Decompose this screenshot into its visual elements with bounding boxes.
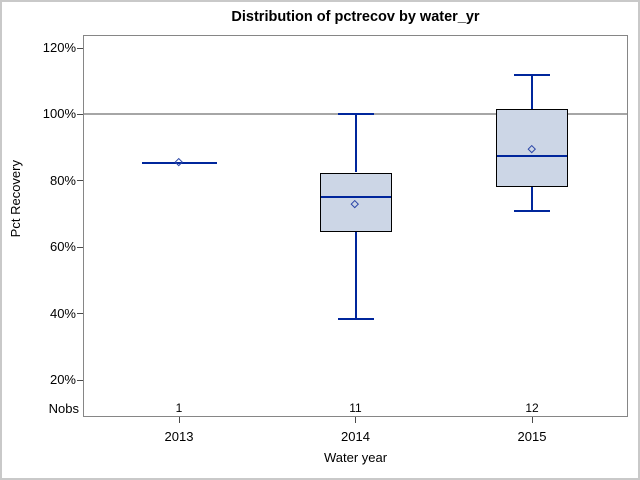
- x-tick-label-2014: 2014: [341, 429, 370, 444]
- y-axis-title: Pct Recovery: [8, 160, 23, 238]
- y-tick: [77, 180, 83, 182]
- nobs-value: 12: [525, 401, 539, 415]
- nobs-value: 11: [349, 401, 362, 415]
- whisker-upper-2014: [354, 114, 357, 173]
- nobs-value: 1: [175, 401, 183, 415]
- whisker-cap-lower-2014: [337, 317, 374, 320]
- mean-diamond-2013: [174, 158, 183, 166]
- y-tick-label: 60%: [49, 239, 76, 255]
- single-value-line-2013: [141, 161, 217, 164]
- median-line-2015: [497, 154, 567, 157]
- x-tick: [355, 417, 356, 423]
- y-tick: [77, 246, 83, 248]
- y-tick-label: 20%: [49, 372, 76, 387]
- y-tick-label: 40%: [49, 305, 76, 321]
- y-tick: [77, 47, 83, 49]
- box-2014: [319, 172, 392, 233]
- nobs-row-label: Nobs: [48, 401, 79, 416]
- y-tick: [77, 313, 83, 315]
- x-axis-title: Water year: [323, 450, 388, 465]
- whisker-lower-2014: [354, 232, 357, 319]
- y-tick-label: 80%: [49, 172, 76, 188]
- x-tick-label-2013: 2013: [164, 429, 194, 444]
- whisker-lower-2015: [531, 187, 533, 211]
- x-tick: [531, 417, 533, 423]
- chart-title: Distribution of pctrecov by water_yr: [231, 9, 480, 25]
- y-tick: [77, 113, 83, 115]
- whisker-cap-upper-2015: [514, 73, 550, 76]
- x-tick-label-2015: 2015: [517, 429, 547, 444]
- box-2015: [496, 109, 568, 188]
- y-tick-label: 120%: [42, 40, 76, 55]
- y-tick-label: 100%: [42, 106, 76, 122]
- whisker-upper-2015: [531, 74, 533, 110]
- whisker-cap-lower-2015: [514, 209, 550, 212]
- median-line-2014: [320, 196, 391, 199]
- y-tick: [77, 379, 83, 381]
- whisker-cap-upper-2014: [337, 113, 374, 116]
- x-tick: [178, 417, 180, 423]
